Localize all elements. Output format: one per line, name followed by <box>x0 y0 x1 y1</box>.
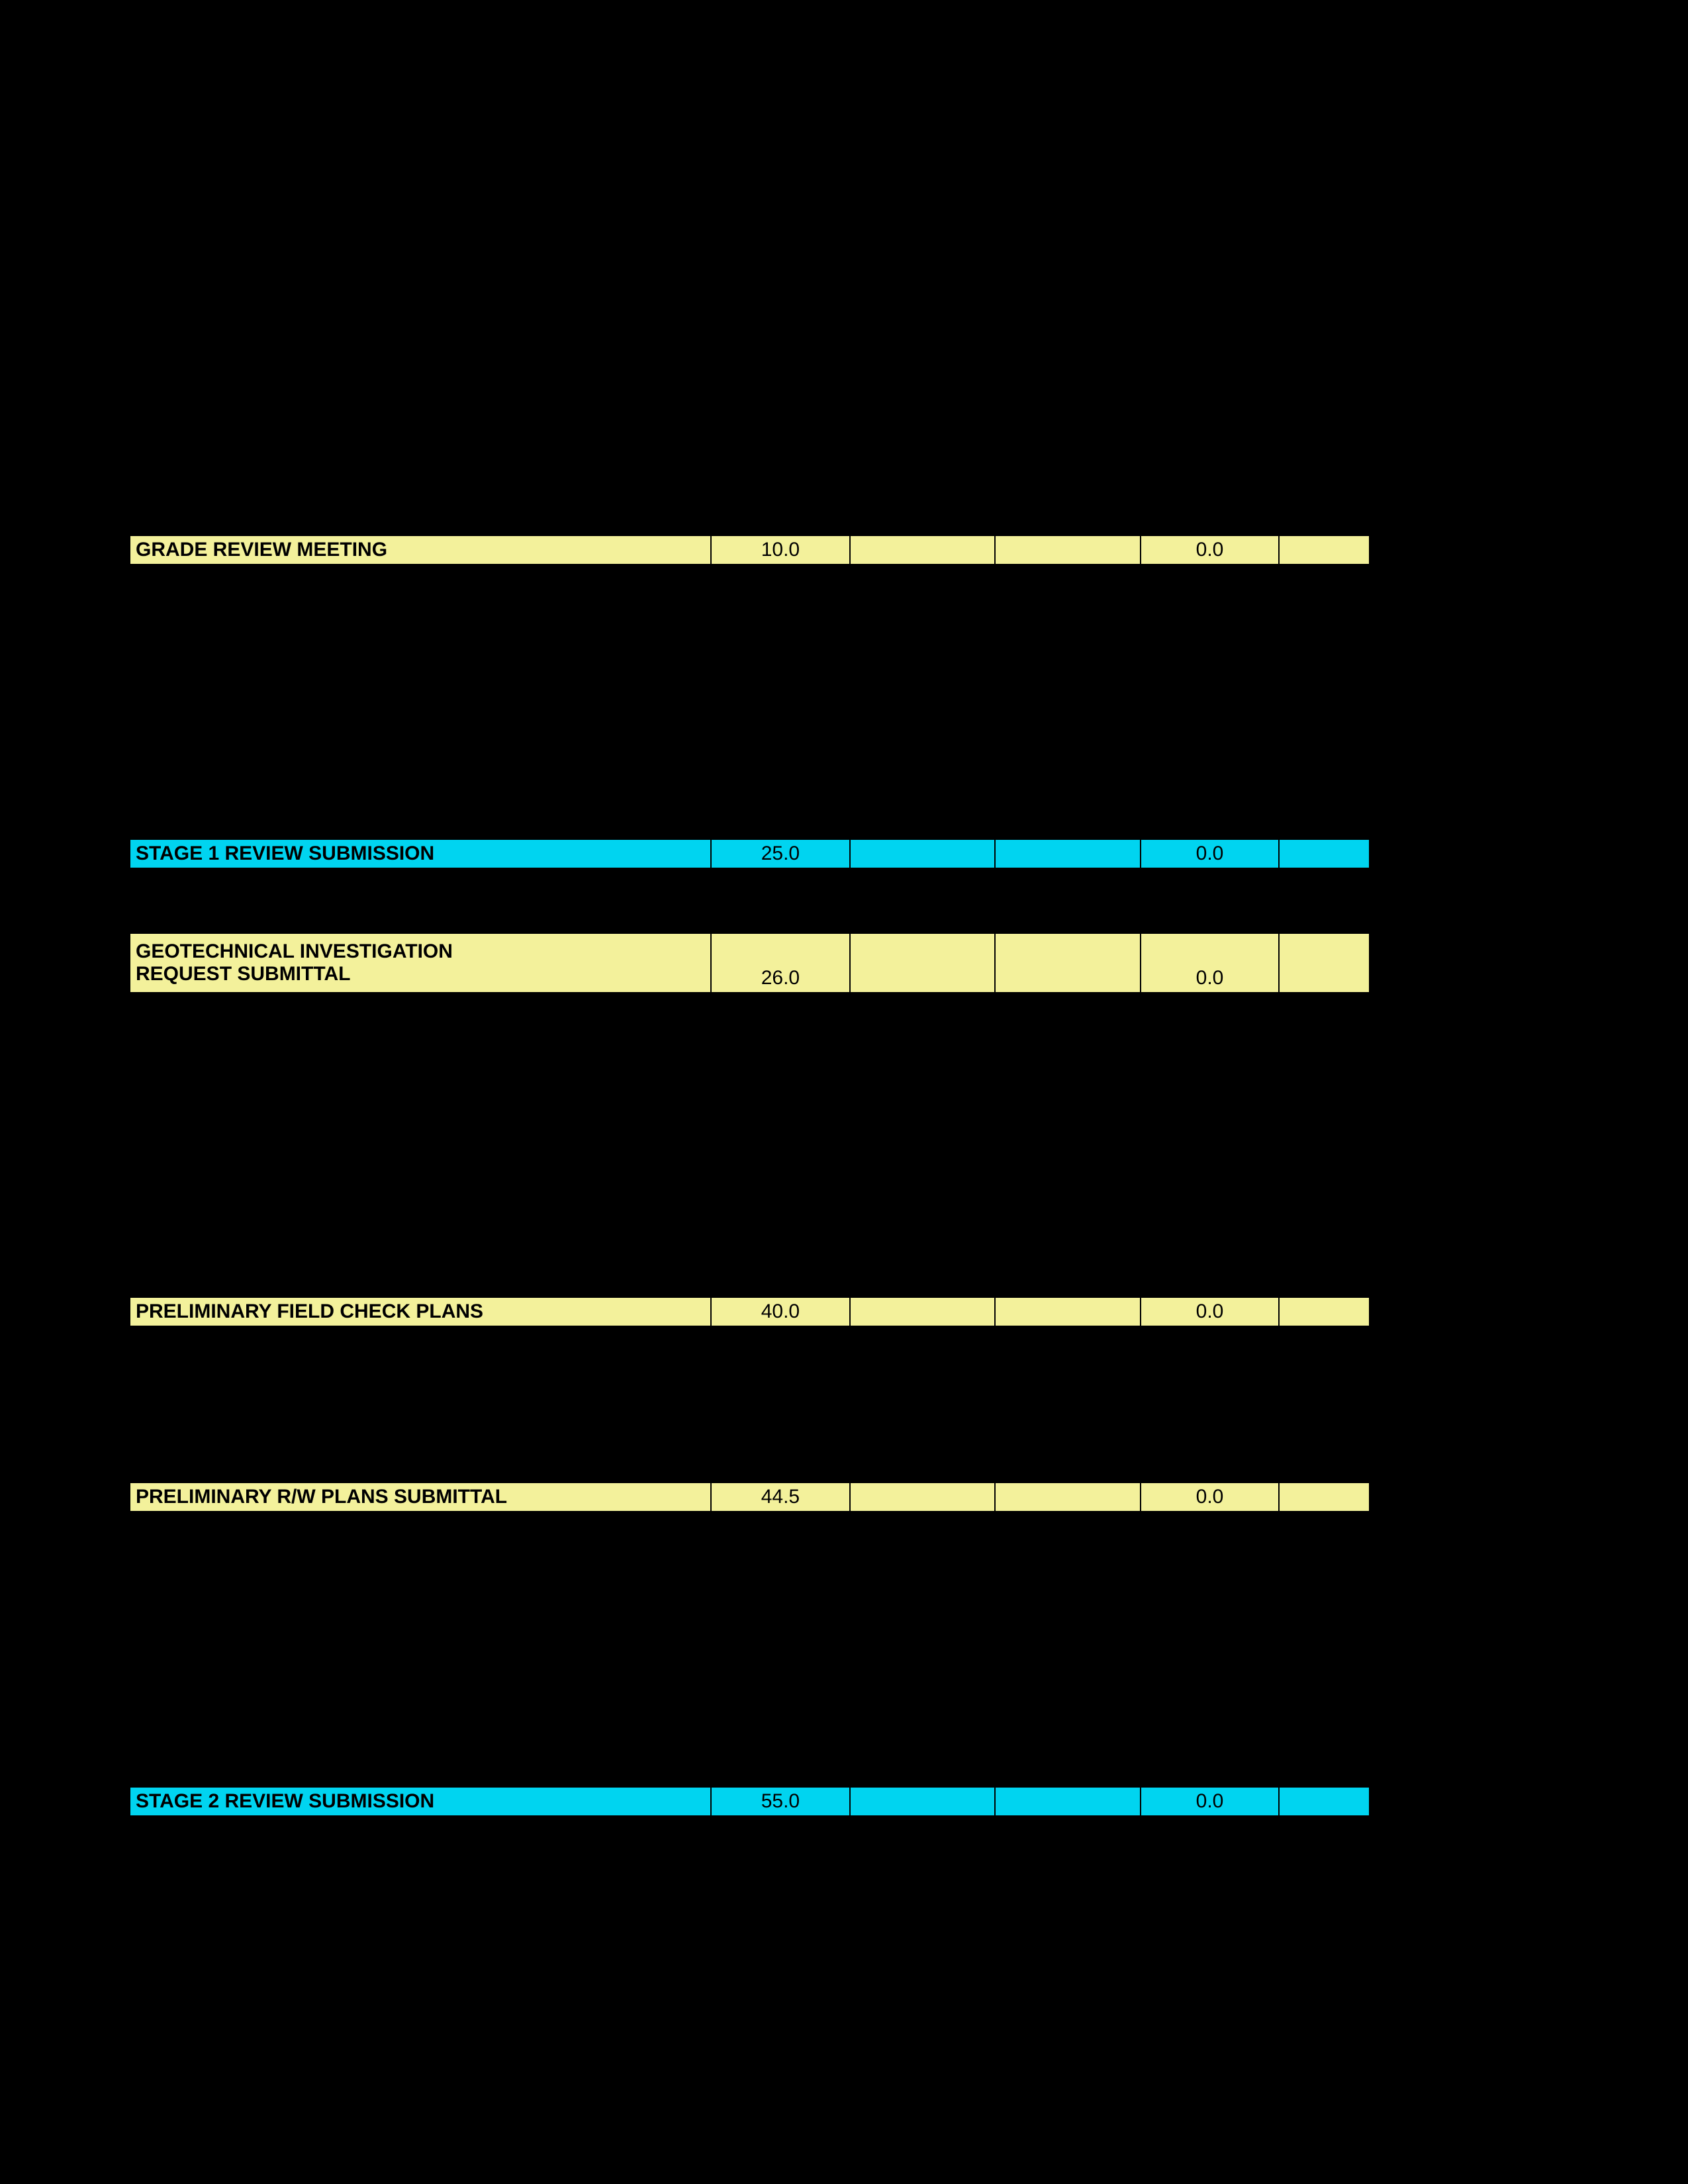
row-label: GEOTECHNICAL INVESTIGATIONREQUEST SUBMIT… <box>130 934 712 992</box>
row-empty-3 <box>1280 934 1369 992</box>
row-value-1: 10.0 <box>712 536 851 564</box>
row-empty-1 <box>851 1788 996 1815</box>
row-value-1: 25.0 <box>712 840 851 868</box>
table-row: GRADE REVIEW MEETING10.0 0.0 <box>129 535 1370 565</box>
row-empty-2 <box>996 1483 1141 1511</box>
row-empty-1 <box>851 1483 996 1511</box>
table-row: STAGE 2 REVIEW SUBMISSION55.0 0.0 <box>129 1786 1370 1817</box>
row-empty-1 <box>851 840 996 868</box>
row-label-line2: REQUEST SUBMITTAL <box>136 963 710 985</box>
row-empty-2 <box>996 1298 1141 1326</box>
row-value-2: 0.0 <box>1141 1483 1280 1511</box>
row-value-2: 0.0 <box>1141 840 1280 868</box>
row-label: PRELIMINARY R/W PLANS SUBMITTAL <box>130 1483 712 1511</box>
table-row: PRELIMINARY FIELD CHECK PLANS40.0 0.0 <box>129 1297 1370 1327</box>
row-empty-2 <box>996 536 1141 564</box>
row-empty-3 <box>1280 536 1369 564</box>
row-value-1: 40.0 <box>712 1298 851 1326</box>
row-empty-2 <box>996 934 1141 992</box>
row-label-line1: PRELIMINARY R/W PLANS SUBMITTAL <box>136 1486 710 1508</box>
row-value-2: 0.0 <box>1141 1298 1280 1326</box>
row-label-line1: PRELIMINARY FIELD CHECK PLANS <box>136 1300 710 1323</box>
table-row: GEOTECHNICAL INVESTIGATIONREQUEST SUBMIT… <box>129 933 1370 993</box>
row-value-1: 26.0 <box>712 934 851 992</box>
row-value-1: 55.0 <box>712 1788 851 1815</box>
row-label: STAGE 2 REVIEW SUBMISSION <box>130 1788 712 1815</box>
row-empty-1 <box>851 536 996 564</box>
row-empty-2 <box>996 1788 1141 1815</box>
row-label: STAGE 1 REVIEW SUBMISSION <box>130 840 712 868</box>
row-empty-3 <box>1280 840 1369 868</box>
table-row: STAGE 1 REVIEW SUBMISSION25.0 0.0 <box>129 839 1370 869</box>
row-value-2: 0.0 <box>1141 1788 1280 1815</box>
row-empty-1 <box>851 934 996 992</box>
row-label-line1: STAGE 1 REVIEW SUBMISSION <box>136 842 710 865</box>
row-label: GRADE REVIEW MEETING <box>130 536 712 564</box>
row-label-line1: STAGE 2 REVIEW SUBMISSION <box>136 1790 710 1813</box>
row-empty-3 <box>1280 1298 1369 1326</box>
row-empty-3 <box>1280 1483 1369 1511</box>
row-empty-1 <box>851 1298 996 1326</box>
row-value-1: 44.5 <box>712 1483 851 1511</box>
row-label-line1: GEOTECHNICAL INVESTIGATION <box>136 940 710 963</box>
row-empty-2 <box>996 840 1141 868</box>
row-empty-3 <box>1280 1788 1369 1815</box>
row-label: PRELIMINARY FIELD CHECK PLANS <box>130 1298 712 1326</box>
page: GRADE REVIEW MEETING10.00.0STAGE 1 REVIE… <box>0 0 1688 2184</box>
table-row: PRELIMINARY R/W PLANS SUBMITTAL44.5 0.0 <box>129 1482 1370 1512</box>
row-label-line1: GRADE REVIEW MEETING <box>136 539 710 561</box>
row-value-2: 0.0 <box>1141 536 1280 564</box>
row-value-2: 0.0 <box>1141 934 1280 992</box>
